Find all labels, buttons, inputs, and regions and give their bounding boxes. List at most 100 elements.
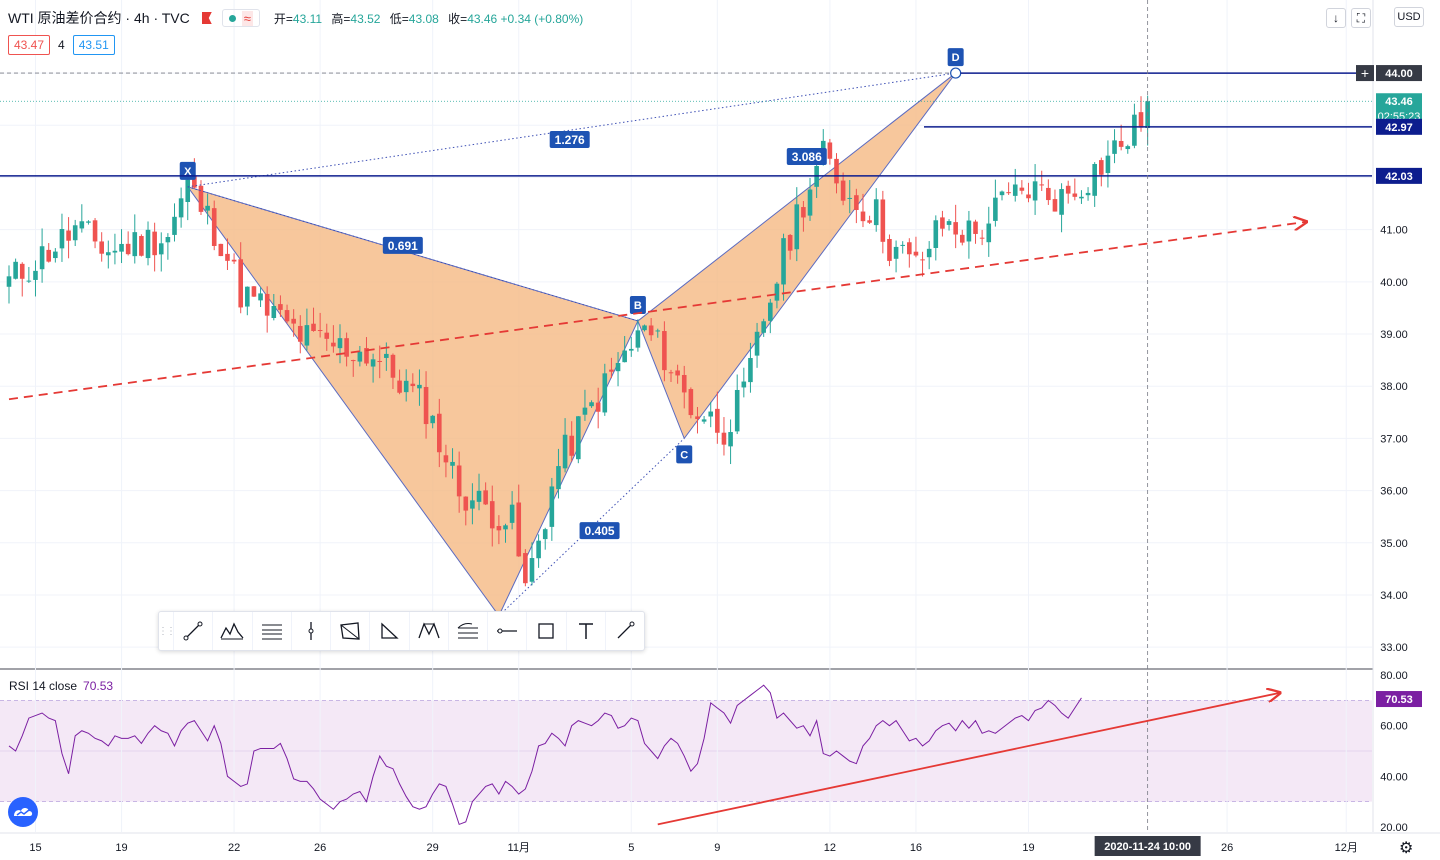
- candle-body[interactable]: [384, 353, 389, 358]
- candle-body[interactable]: [907, 242, 912, 255]
- point-marker-d[interactable]: [947, 48, 964, 67]
- bid-price[interactable]: 43.47: [8, 35, 51, 55]
- candle-body[interactable]: [675, 370, 680, 376]
- candle-body[interactable]: [880, 199, 886, 242]
- candle-body[interactable]: [1072, 193, 1078, 197]
- candle-body[interactable]: [39, 246, 45, 270]
- candle-body[interactable]: [79, 221, 85, 229]
- candle-body[interactable]: [754, 331, 760, 356]
- rectangle-pattern-icon[interactable]: [330, 612, 369, 650]
- candle-body[interactable]: [840, 180, 846, 201]
- candle-body[interactable]: [205, 205, 210, 211]
- candle-body[interactable]: [715, 408, 720, 433]
- candle-body[interactable]: [6, 276, 12, 287]
- candle-body[interactable]: [602, 373, 608, 413]
- vertical-line-icon[interactable]: [290, 612, 330, 650]
- tradingview-logo[interactable]: [8, 797, 38, 827]
- support-trendline[interactable]: [8, 222, 1307, 401]
- candle-body[interactable]: [1039, 184, 1045, 186]
- indicators-pill[interactable]: ≈: [221, 9, 260, 27]
- flag-icon[interactable]: [201, 12, 212, 24]
- candle-body[interactable]: [609, 369, 614, 372]
- candle-body[interactable]: [549, 486, 555, 527]
- candle-body[interactable]: [46, 249, 52, 262]
- candle-body[interactable]: [523, 553, 528, 584]
- candle-body[interactable]: [1065, 185, 1071, 194]
- candle-body[interactable]: [509, 504, 515, 523]
- rectangle-icon[interactable]: [526, 612, 565, 650]
- candle-body[interactable]: [99, 241, 104, 254]
- candle-body[interactable]: [271, 306, 277, 319]
- settings-gear-icon[interactable]: ⚙: [1399, 840, 1414, 857]
- candle-body[interactable]: [562, 434, 568, 469]
- candle-body[interactable]: [847, 197, 853, 199]
- candle-body[interactable]: [688, 389, 694, 416]
- rsi-line[interactable]: [8, 684, 1082, 826]
- candle-body[interactable]: [662, 331, 667, 371]
- candle-body[interactable]: [993, 197, 998, 221]
- candle-body[interactable]: [681, 374, 687, 393]
- candle-body[interactable]: [225, 253, 230, 261]
- candle-body[interactable]: [529, 558, 535, 582]
- candle-body[interactable]: [489, 501, 495, 529]
- point-marker-c[interactable]: [676, 445, 693, 464]
- candle-body[interactable]: [19, 263, 25, 279]
- candle-body[interactable]: [370, 359, 376, 367]
- candle-body[interactable]: [33, 270, 38, 280]
- candle-body[interactable]: [291, 318, 296, 324]
- candle-body[interactable]: [192, 175, 197, 188]
- candle-body[interactable]: [172, 216, 177, 235]
- candle-body[interactable]: [417, 384, 422, 389]
- candle-body[interactable]: [238, 259, 243, 308]
- candle-body[interactable]: [470, 500, 475, 509]
- candle-body[interactable]: [165, 237, 171, 243]
- candle-body[interactable]: [258, 293, 263, 301]
- candle-body[interactable]: [940, 217, 945, 229]
- candle-body[interactable]: [337, 338, 343, 349]
- candle-body[interactable]: [463, 496, 469, 511]
- candle-body[interactable]: [125, 243, 131, 255]
- candle-body[interactable]: [761, 321, 766, 333]
- candle-body[interactable]: [946, 221, 952, 225]
- candle-body[interactable]: [1125, 146, 1131, 150]
- candle-body[interactable]: [794, 204, 800, 250]
- candle-body[interactable]: [397, 380, 402, 393]
- candle-body[interactable]: [1079, 196, 1084, 199]
- candle-body[interactable]: [748, 358, 753, 383]
- candle-body[interactable]: [801, 207, 806, 218]
- candle-body[interactable]: [827, 142, 833, 159]
- candle-body[interactable]: [959, 234, 965, 243]
- candle-body[interactable]: [152, 231, 157, 256]
- candle-body[interactable]: [324, 332, 330, 339]
- candle-body[interactable]: [887, 239, 892, 261]
- ask-price[interactable]: 43.51: [72, 35, 115, 55]
- candle-body[interactable]: [364, 348, 369, 364]
- candle-body[interactable]: [251, 286, 257, 297]
- candle-body[interactable]: [774, 283, 780, 301]
- candle-body[interactable]: [582, 407, 588, 415]
- candle-body[interactable]: [854, 195, 859, 210]
- candle-body[interactable]: [344, 338, 349, 357]
- candle-body[interactable]: [741, 381, 747, 388]
- candle-body[interactable]: [893, 246, 899, 259]
- candle-body[interactable]: [503, 525, 508, 530]
- candle-body[interactable]: [728, 432, 733, 447]
- candle-body[interactable]: [900, 244, 905, 246]
- candle-body[interactable]: [13, 261, 18, 279]
- candle-body[interactable]: [807, 189, 813, 216]
- xabcd-icon[interactable]: [408, 612, 448, 650]
- candle-body[interactable]: [648, 325, 654, 336]
- candle-body[interactable]: [1085, 192, 1091, 196]
- candle-body[interactable]: [867, 220, 872, 223]
- candle-body[interactable]: [542, 529, 548, 540]
- fullscreen-icon[interactable]: ⛶: [1351, 8, 1371, 28]
- candle-body[interactable]: [476, 490, 482, 502]
- candle-body[interactable]: [589, 402, 594, 407]
- candle-body[interactable]: [66, 230, 71, 241]
- candle-body[interactable]: [317, 330, 323, 332]
- candle-body[interactable]: [403, 380, 409, 393]
- candle-body[interactable]: [556, 466, 561, 490]
- candle-body[interactable]: [430, 415, 435, 424]
- candle-body[interactable]: [1105, 155, 1111, 174]
- candle-body[interactable]: [615, 362, 621, 372]
